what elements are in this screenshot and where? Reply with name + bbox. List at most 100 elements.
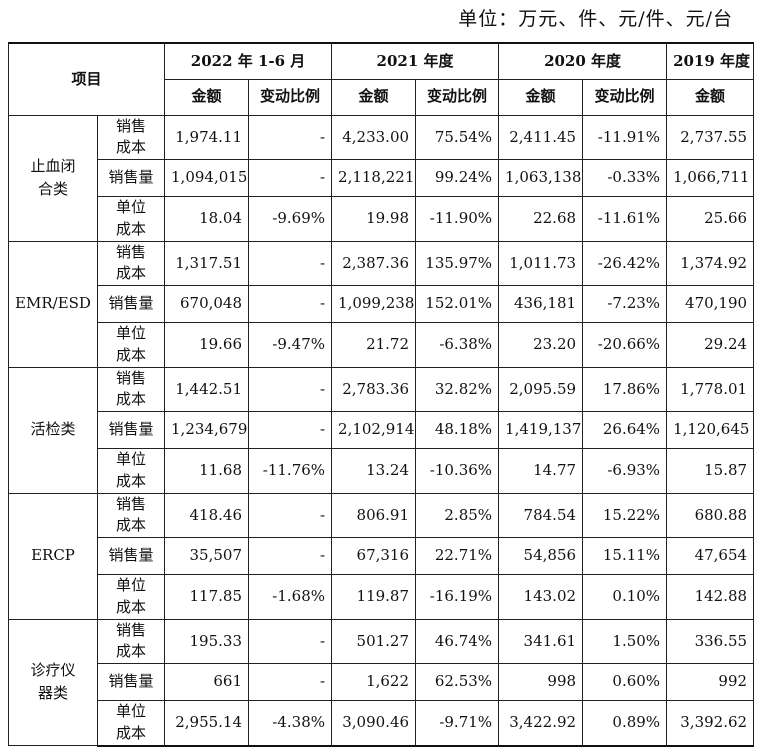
value-cell: 784.54: [498, 492, 584, 538]
value-cell: 19.66: [164, 322, 250, 368]
value-cell: 15.22%: [582, 492, 668, 538]
value-cell: 21.72: [331, 322, 417, 368]
value-cell: 117.85: [164, 574, 250, 620]
metric-cell: 销售成本: [96, 618, 166, 664]
metric-cell: 销售成本: [96, 492, 166, 538]
metric-label: 单位成本: [115, 450, 146, 490]
value-cell: 75.54%: [415, 114, 500, 160]
value-cell: 998: [498, 663, 584, 701]
metric-label: 销售量: [108, 168, 154, 187]
value-cell: 670,048: [164, 285, 250, 323]
category-cell: ERCP: [8, 492, 98, 620]
value-cell: 2,387.36: [331, 240, 417, 286]
category-label: 活检类: [30, 420, 76, 439]
metric-cell: 销售成本: [96, 114, 166, 160]
table-row: 活检类 销售成本 1,442.51-2,783.36 32.82% 2,095.59 17…: [8, 366, 755, 494]
category-label: EMR/ESD: [15, 294, 91, 313]
value-cell: 4,233.00: [331, 114, 417, 160]
value-cell: 195.33: [164, 618, 250, 664]
metric-label: 单位成本: [115, 702, 146, 742]
metric-label: 销售成本: [115, 116, 146, 157]
table-row: 单位成本 2,955.14 -4.38% 3,090.46 -9.71% 3,422.92…: [9, 700, 755, 747]
metric-cell: 销售成本: [96, 240, 166, 286]
value-cell: -: [248, 492, 333, 538]
change-header: 变动比例: [248, 78, 333, 116]
value-cell: 29.24: [666, 322, 755, 368]
metric-cell: 销售量: [96, 285, 166, 323]
value-cell: 1,011.73: [498, 240, 584, 286]
amount-header: 金额: [666, 78, 755, 116]
value-cell: -10.36%: [415, 448, 500, 494]
metric-cell: 单位成本: [96, 574, 166, 620]
value-cell: 1,419,137: [498, 411, 584, 449]
table-row: 单位成本 19.66 -9.47% 21.72 -6.38% 23.20 -20.66% 29…: [9, 322, 755, 368]
table-row: 止血闭合类 销售成本 1,974.11-4,233.00 75.54% 2,411.45…: [8, 114, 755, 242]
value-cell: 1,120,645: [666, 411, 755, 449]
value-cell: -9.47%: [248, 322, 333, 368]
value-cell: 48.18%: [415, 411, 500, 449]
value-cell: -: [248, 411, 333, 449]
value-cell: -: [248, 366, 333, 412]
value-cell: -16.19%: [415, 574, 500, 620]
table-row: 单位成本 18.04 -9.69% 19.98 -11.90% 22.68 -11.61% 2…: [9, 196, 755, 242]
value-cell: 18.04: [164, 196, 250, 242]
table-row: 销售量 35,507-67,316 22.71% 54,856 15.11% 47,654: [9, 537, 755, 575]
amount-header: 金额: [498, 78, 584, 116]
value-cell: -: [248, 285, 333, 323]
value-cell: -20.66%: [582, 322, 668, 368]
value-cell: -9.71%: [415, 700, 500, 747]
category-label: ERCP: [31, 546, 75, 565]
table-header: 项目 2022 年 1-6 月 2021 年度 2020 年度 2019 年度 …: [7, 42, 755, 116]
metric-cell: 单位成本: [96, 322, 166, 368]
metric-cell: 单位成本: [96, 196, 166, 242]
value-cell: 2,095.59: [498, 366, 584, 412]
value-cell: 99.24%: [415, 159, 500, 197]
value-cell: 436,181: [498, 285, 584, 323]
value-cell: -11.61%: [582, 196, 668, 242]
value-cell: 1,094,015: [164, 159, 250, 197]
value-cell: 13.24: [331, 448, 417, 494]
value-cell: -26.42%: [582, 240, 668, 286]
category-cell: 诊疗仪器类: [8, 618, 98, 746]
metric-label: 销售量: [108, 420, 154, 439]
value-cell: -: [248, 618, 333, 664]
value-cell: -11.91%: [582, 114, 668, 160]
change-header: 变动比例: [582, 78, 668, 116]
metric-label: 销售成本: [115, 620, 146, 661]
value-cell: 1,317.51: [164, 240, 250, 286]
metric-label: 销售成本: [115, 368, 146, 409]
value-cell: 1,622: [331, 663, 417, 701]
period-header: 2019 年度: [666, 42, 755, 80]
value-cell: 1,066,711: [666, 159, 755, 197]
value-cell: -6.38%: [415, 322, 500, 368]
value-cell: 680.88: [666, 492, 755, 538]
value-cell: -1.68%: [248, 574, 333, 620]
value-cell: 17.86%: [582, 366, 668, 412]
table-row: ERCP 销售成本 418.46-806.91 2.85% 784.54 15.22% 68…: [8, 492, 755, 620]
value-cell: -: [248, 159, 333, 197]
change-header: 变动比例: [415, 78, 500, 116]
amount-header: 金额: [331, 78, 417, 116]
value-cell: 470,190: [666, 285, 755, 323]
table-body: 止血闭合类 销售成本 1,974.11-4,233.00 75.54% 2,411.45…: [8, 114, 755, 747]
value-cell: 11.68: [164, 448, 250, 494]
unit-label: 单位：万元、件、元/件、元/台: [458, 8, 733, 30]
table-row: 销售量 670,048-1,099,238 152.01% 436,181 -7.23%…: [9, 285, 755, 323]
category-cell: EMR/ESD: [8, 240, 98, 368]
value-cell: 35,507: [164, 537, 250, 575]
value-cell: 3,090.46: [331, 700, 417, 747]
value-cell: 501.27: [331, 618, 417, 664]
value-cell: -: [248, 240, 333, 286]
period-header: 2021 年度: [331, 42, 500, 80]
value-cell: -4.38%: [248, 700, 333, 747]
value-cell: 1.50%: [582, 618, 668, 664]
value-cell: -9.69%: [248, 196, 333, 242]
value-cell: 1,778.01: [666, 366, 755, 412]
table-row: 单位成本 117.85 -1.68% 119.87 -16.19% 143.02 0.10%…: [9, 574, 755, 620]
value-cell: 2,955.14: [164, 700, 250, 747]
table-row: 单位成本 11.68 -11.76% 13.24 -10.36% 14.77 -6.93% 1…: [9, 448, 755, 494]
value-cell: 15.11%: [582, 537, 668, 575]
table-row: 销售量 1,094,015-2,118,221 99.24% 1,063,138 -0.…: [9, 159, 755, 197]
value-cell: -11.90%: [415, 196, 500, 242]
metric-label: 销售成本: [115, 494, 146, 535]
